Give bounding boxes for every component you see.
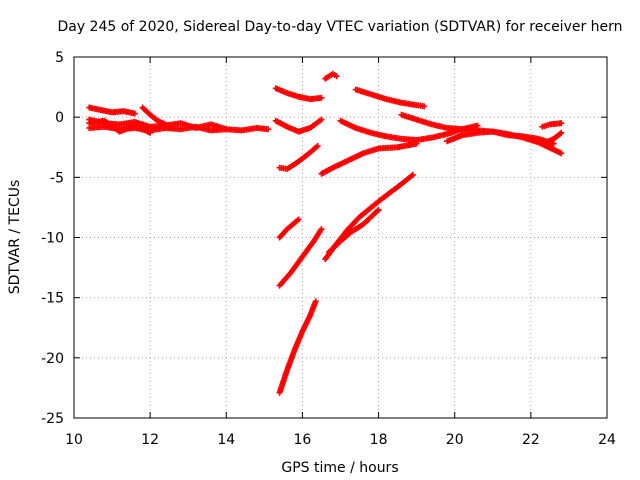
- data-point: [223, 126, 230, 133]
- data-point: [558, 120, 565, 127]
- series-arc-5: [86, 117, 154, 136]
- x-tick-label: 12: [141, 432, 159, 448]
- y-tick-label: 5: [55, 50, 64, 66]
- data-point: [375, 206, 382, 213]
- data-point: [409, 171, 416, 178]
- series-arc-13: [318, 140, 420, 177]
- x-tick-label: 14: [217, 432, 235, 448]
- y-tick-label: -25: [41, 411, 64, 427]
- data-point: [295, 216, 302, 223]
- y-tick-label: 0: [55, 110, 64, 126]
- series-arc-21: [543, 129, 565, 146]
- data-point: [131, 110, 138, 117]
- x-tick-label: 22: [522, 432, 540, 448]
- series-arc-9: [276, 216, 302, 241]
- data-point: [558, 129, 565, 136]
- series-arc-3: [86, 104, 138, 117]
- data-points: [86, 70, 565, 396]
- data-point: [558, 150, 565, 157]
- data-point: [318, 226, 325, 233]
- data-point: [147, 129, 154, 136]
- series-arc-10: [276, 226, 325, 289]
- y-tick-label: -20: [41, 351, 64, 367]
- data-point: [314, 143, 321, 150]
- series-arc-8: [276, 143, 321, 172]
- series-arc-7: [272, 116, 325, 135]
- y-tick-label: -15: [41, 291, 64, 307]
- axis-ticks: 10 12 14 16 18 20 22 24 -25 -20 -15 -10 -5 0 5: [41, 50, 616, 448]
- series-arc-4: [139, 104, 176, 131]
- series-arc-20: [539, 120, 565, 130]
- series-arc-17: [337, 117, 481, 144]
- x-tick-label: 10: [65, 432, 83, 448]
- x-tick-label: 16: [294, 432, 312, 448]
- data-point: [421, 103, 428, 110]
- y-tick-label: -5: [50, 170, 64, 186]
- data-point: [169, 124, 176, 131]
- x-tick-label: 24: [598, 432, 616, 448]
- data-point: [374, 207, 381, 214]
- series-arc-11: [276, 298, 319, 396]
- series-arc-12: [322, 70, 340, 82]
- data-point: [265, 126, 272, 133]
- grid-lines: [74, 57, 607, 418]
- x-axis-title: GPS time / hours: [281, 460, 398, 476]
- data-point: [333, 73, 340, 80]
- series-arc-15: [326, 206, 382, 255]
- x-tick-label: 20: [446, 432, 464, 448]
- data-point: [318, 94, 325, 101]
- series-arc-6: [272, 85, 325, 103]
- data-point: [318, 116, 325, 123]
- series-arc-16: [352, 86, 428, 110]
- y-axis-title: SDTVAR / TECUs: [7, 180, 23, 295]
- y-tick-label: -10: [41, 231, 64, 247]
- chart-title: Day 245 of 2020, Sidereal Day-to-day VTE…: [57, 19, 622, 35]
- x-tick-label: 18: [370, 432, 388, 448]
- data-point: [312, 298, 319, 305]
